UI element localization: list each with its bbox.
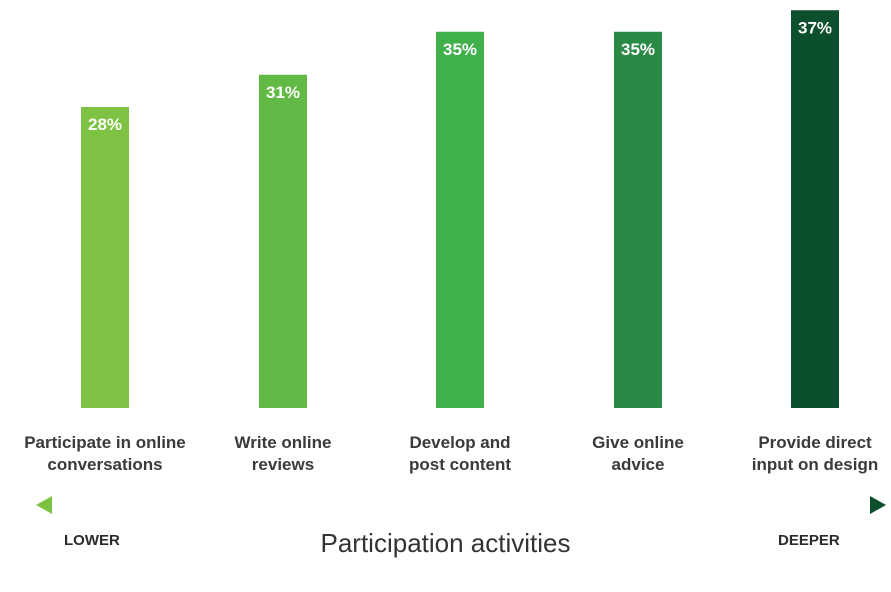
category-label: Develop and post content: [409, 433, 511, 474]
value-label: 35%: [443, 40, 477, 59]
category-label: Participate in online conversations: [24, 433, 186, 474]
value-label: 35%: [621, 40, 655, 59]
bar: [614, 31, 662, 408]
value-label: 28%: [88, 115, 122, 134]
x-axis-label: Participation activities: [320, 528, 571, 558]
value-label: 31%: [266, 83, 300, 102]
annotation: LOWER: [64, 532, 120, 549]
category-label: Provide direct input on design: [751, 433, 879, 474]
bar: [791, 10, 839, 408]
bar: [259, 74, 307, 408]
bar: [436, 31, 484, 408]
annotation: DEEPER: [778, 532, 840, 549]
arrow: [36, 496, 886, 514]
bar: [81, 107, 129, 408]
category-label: Write online reviews: [234, 433, 332, 474]
category-label: Give online advice: [592, 433, 684, 474]
value-label: 37%: [798, 18, 832, 37]
